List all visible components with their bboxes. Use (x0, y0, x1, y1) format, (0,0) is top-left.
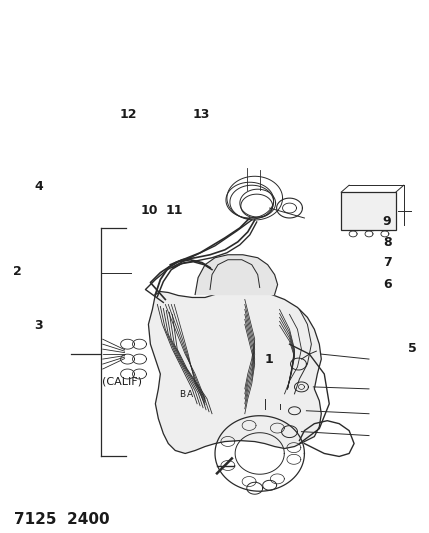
Polygon shape (195, 255, 278, 295)
Text: B: B (179, 390, 185, 399)
Text: (CALIF): (CALIF) (102, 377, 142, 386)
Bar (341, 192, 396, 230)
Text: 7125  2400: 7125 2400 (14, 512, 110, 528)
Text: 1: 1 (265, 353, 274, 366)
Text: 4: 4 (35, 180, 43, 193)
Text: 12: 12 (120, 108, 137, 120)
Text: 11: 11 (165, 204, 183, 217)
Text: 3: 3 (35, 319, 43, 332)
Text: 6: 6 (383, 278, 392, 291)
Polygon shape (148, 289, 321, 454)
Text: 2: 2 (13, 265, 22, 278)
Text: 5: 5 (408, 342, 417, 356)
Text: 7: 7 (383, 256, 392, 269)
Text: 10: 10 (141, 204, 158, 217)
Text: 13: 13 (192, 108, 209, 120)
Text: A: A (187, 390, 193, 399)
Text: 9: 9 (383, 215, 392, 228)
Text: 8: 8 (383, 236, 392, 249)
